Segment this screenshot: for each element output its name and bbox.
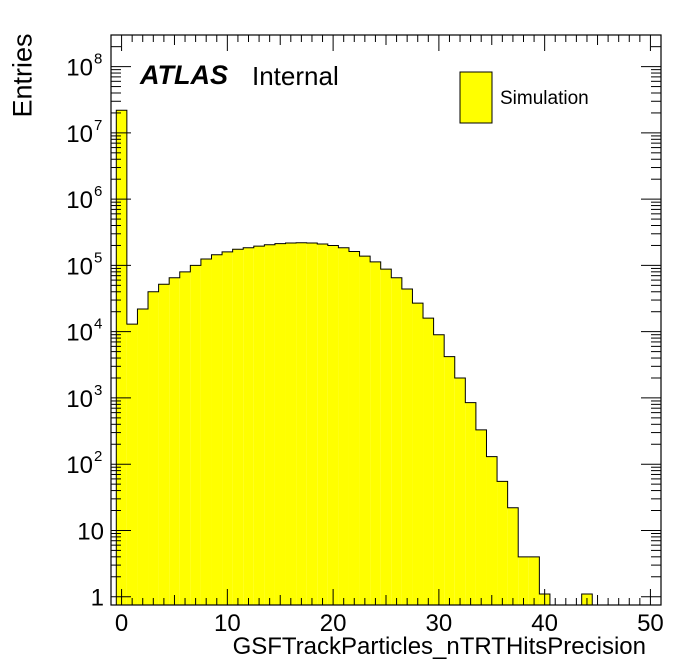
histogram-bar <box>317 244 328 605</box>
y-tick-label: 1 <box>91 585 104 612</box>
histogram-bar <box>253 246 265 605</box>
histogram-bar <box>348 251 360 605</box>
axis-ticks <box>110 34 662 605</box>
y-tick-exponent: 4 <box>94 316 102 333</box>
x-tick-label: 50 <box>637 610 664 637</box>
x-axis-label: GSFTrackParticles_nTRTHitsPrecision <box>232 633 646 660</box>
histogram-outline <box>115 109 656 606</box>
histogram-bar <box>507 507 519 605</box>
histogram-bar <box>190 265 201 605</box>
histogram-bar <box>518 556 529 605</box>
x-tick-label: 0 <box>115 610 128 637</box>
histogram-bars <box>116 110 593 606</box>
x-tick-label: 20 <box>320 610 347 637</box>
x-tick-label: 10 <box>214 610 241 637</box>
y-tick-exponent: 7 <box>94 117 102 134</box>
y-tick-label: 10 <box>66 187 93 214</box>
histogram-bar <box>200 258 212 605</box>
histogram-bar <box>179 271 191 605</box>
histogram-bar <box>148 291 159 605</box>
histogram-bar <box>380 269 392 605</box>
histogram-bar <box>211 254 223 606</box>
histogram-bar <box>391 277 402 605</box>
histogram-bar <box>264 244 275 605</box>
histogram-bar <box>126 324 138 605</box>
y-tick-label: 10 <box>66 121 93 148</box>
internal-label: Internal <box>252 61 339 91</box>
x-tick-label: 40 <box>531 610 558 637</box>
histogram-bar <box>497 481 508 605</box>
atlas-label: ATLAS <box>140 60 228 90</box>
histogram-bar <box>222 251 233 606</box>
x-tick-label: 30 <box>426 610 453 637</box>
y-tick-label: 10 <box>66 55 93 82</box>
histogram-bar <box>327 245 339 606</box>
y-tick-exponent: 2 <box>94 448 102 465</box>
histogram-bar <box>137 308 149 605</box>
histogram-bar <box>412 303 424 605</box>
histogram-bar <box>232 249 244 605</box>
histogram-bar <box>528 556 540 605</box>
y-tick-exponent: 8 <box>94 51 102 68</box>
histogram-bar <box>454 377 466 605</box>
histogram-bar <box>285 242 297 605</box>
y-tick-label: 10 <box>66 452 93 479</box>
histogram-bar <box>359 256 371 605</box>
histogram-bar <box>401 289 413 605</box>
x-tick-labels: 0 10 20 30 40 50 <box>115 610 664 637</box>
histogram-bar <box>486 456 498 605</box>
histogram-bar <box>158 284 170 605</box>
y-tick-exponent: 5 <box>94 249 102 266</box>
y-tick-label: 10 <box>66 320 93 347</box>
histogram-bar <box>444 356 455 605</box>
histogram-bar <box>169 277 180 605</box>
histogram-bar <box>274 243 286 605</box>
y-tick-label: 10 <box>66 386 93 413</box>
histogram-bar <box>433 334 445 605</box>
histogram-bar <box>296 242 307 605</box>
histogram-bar <box>116 110 127 606</box>
legend-entry-simulation: Simulation <box>500 88 589 109</box>
histogram-bar <box>475 429 487 605</box>
histogram-outline-path <box>115 109 656 606</box>
histogram-bar <box>306 242 318 605</box>
y-tick-label: 10 <box>77 518 104 545</box>
y-axis-label: Entries <box>7 33 38 118</box>
y-tick-exponent: 6 <box>94 183 102 200</box>
y-tick-exponent: 3 <box>94 382 102 399</box>
histogram-bar <box>243 247 254 605</box>
legend-swatch <box>459 71 493 124</box>
histogram-bar <box>423 318 434 605</box>
histogram-bar <box>465 402 476 605</box>
histogram-bar <box>338 247 349 605</box>
histogram-bar <box>370 261 381 605</box>
y-tick-label: 10 <box>66 253 93 280</box>
